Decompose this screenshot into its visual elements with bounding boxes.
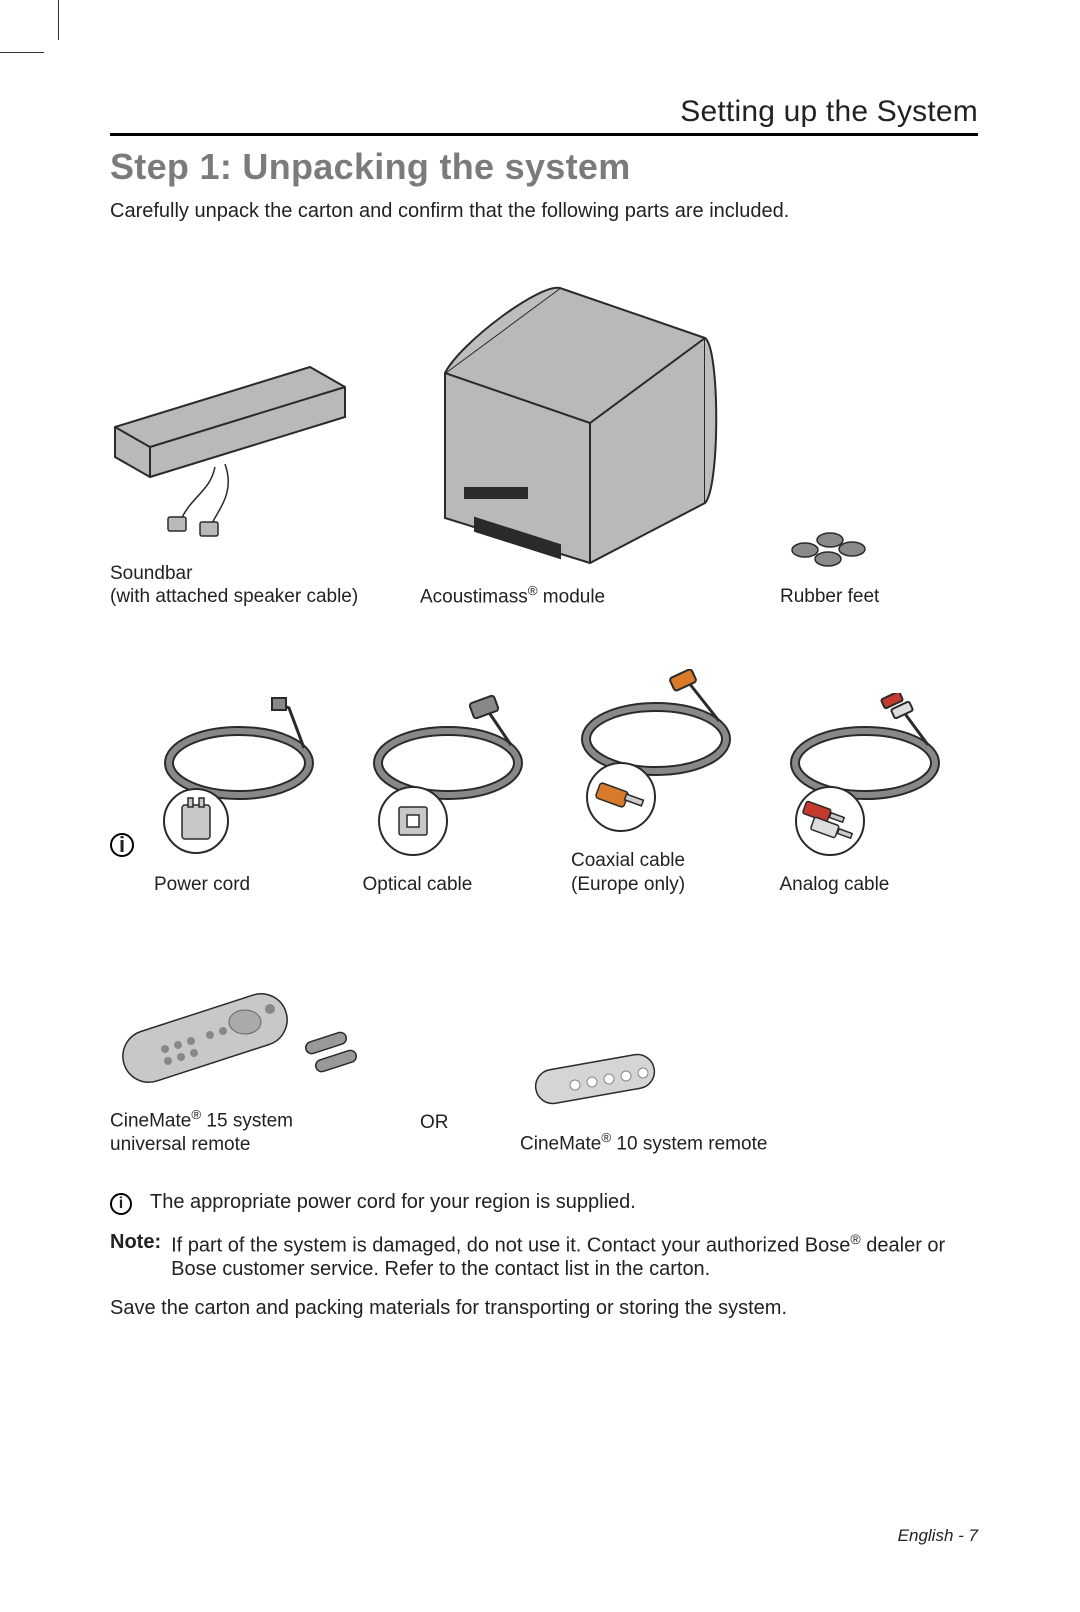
optical-cable-label: Optical cable xyxy=(363,873,562,897)
note-body-1: If part of the system is damaged, do not… xyxy=(171,1235,850,1257)
info-marker-column: i xyxy=(110,833,134,857)
soundbar-label-sub: (with attached speaker cable) xyxy=(110,586,358,607)
remote10-post: 10 system remote xyxy=(611,1134,767,1155)
item-acoustimass: Acoustimass® module xyxy=(420,263,780,609)
item-analog-cable: Analog cable xyxy=(780,693,979,897)
info-icon: i xyxy=(110,833,134,857)
item-remote-10: CineMate® 10 system remote xyxy=(520,1040,880,1156)
remote15-sub: universal remote xyxy=(110,1134,250,1155)
note-body: If part of the system is damaged, do not… xyxy=(171,1231,978,1281)
power-cord-illustration xyxy=(154,693,353,863)
analog-cable-illustration xyxy=(780,693,979,863)
reg-mark: ® xyxy=(191,1107,201,1122)
save-note-text: Save the carton and packing materials fo… xyxy=(110,1297,787,1320)
acoustimass-illustration xyxy=(420,263,780,573)
parts-row-3: CineMate® 15 system universal remote OR xyxy=(110,967,978,1157)
reg-mark: ® xyxy=(850,1231,860,1247)
item-rubber-feet: Rubber feet xyxy=(780,525,940,609)
note-label: Note: xyxy=(110,1231,161,1254)
soundbar-illustration xyxy=(110,332,420,552)
item-coaxial-cable: Coaxial cable (Europe only) xyxy=(571,669,770,897)
page-content: Setting up the System Step 1: Unpacking … xyxy=(110,95,978,1336)
remote-15-label: CineMate® 15 system universal remote xyxy=(110,1107,420,1157)
reg-mark: ® xyxy=(601,1130,611,1145)
remote15-pre: CineMate xyxy=(110,1110,191,1131)
power-cord-label: Power cord xyxy=(154,873,353,897)
remote-15-illustration xyxy=(110,967,420,1097)
rubber-feet-illustration xyxy=(780,525,940,575)
step-title: Step 1: Unpacking the system xyxy=(110,146,978,188)
remote-10-illustration xyxy=(520,1040,880,1120)
damage-note: Note: If part of the system is damaged, … xyxy=(110,1231,978,1281)
coaxial-cable-illustration xyxy=(571,669,770,839)
parts-row-1: Soundbar (with attached speaker cable) xyxy=(110,263,978,609)
info-note: i The appropriate power cord for your re… xyxy=(110,1191,978,1215)
acoustimass-label-post: module xyxy=(538,586,606,607)
rubber-feet-label: Rubber feet xyxy=(780,585,940,609)
page-footer: English - 7 xyxy=(898,1526,978,1546)
intro-text: Carefully unpack the carton and confirm … xyxy=(110,200,978,223)
coax-label-sub: (Europe only) xyxy=(571,874,685,895)
analog-cable-label: Analog cable xyxy=(780,873,979,897)
info-icon: i xyxy=(110,1193,132,1215)
remote-10-label: CineMate® 10 system remote xyxy=(520,1130,880,1156)
reg-mark: ® xyxy=(528,583,538,598)
item-remote-15: CineMate® 15 system universal remote xyxy=(110,967,420,1157)
soundbar-label-text: Soundbar xyxy=(110,563,192,584)
remote10-pre: CineMate xyxy=(520,1134,601,1155)
info-note-text: The appropriate power cord for your regi… xyxy=(150,1191,636,1214)
coax-label-text: Coaxial cable xyxy=(571,850,685,871)
save-carton-note: Save the carton and packing materials fo… xyxy=(110,1297,978,1320)
footer-sep: - xyxy=(953,1526,968,1545)
item-power-cord: Power cord xyxy=(154,693,353,897)
footer-lang: English xyxy=(898,1526,954,1545)
item-soundbar: Soundbar (with attached speaker cable) xyxy=(110,332,420,610)
acoustimass-label-pre: Acoustimass xyxy=(420,586,528,607)
soundbar-label: Soundbar (with attached speaker cable) xyxy=(110,562,420,610)
parts-row-2: i Pow xyxy=(110,669,978,897)
acoustimass-label: Acoustimass® module xyxy=(420,583,780,609)
optical-cable-illustration xyxy=(363,693,562,863)
coaxial-cable-label: Coaxial cable (Europe only) xyxy=(571,849,770,897)
or-separator: OR xyxy=(420,1112,520,1156)
remote15-post: 15 system xyxy=(201,1110,293,1131)
section-heading: Setting up the System xyxy=(110,95,978,136)
item-optical-cable: Optical cable xyxy=(363,693,562,897)
footer-page: 7 xyxy=(969,1526,978,1545)
